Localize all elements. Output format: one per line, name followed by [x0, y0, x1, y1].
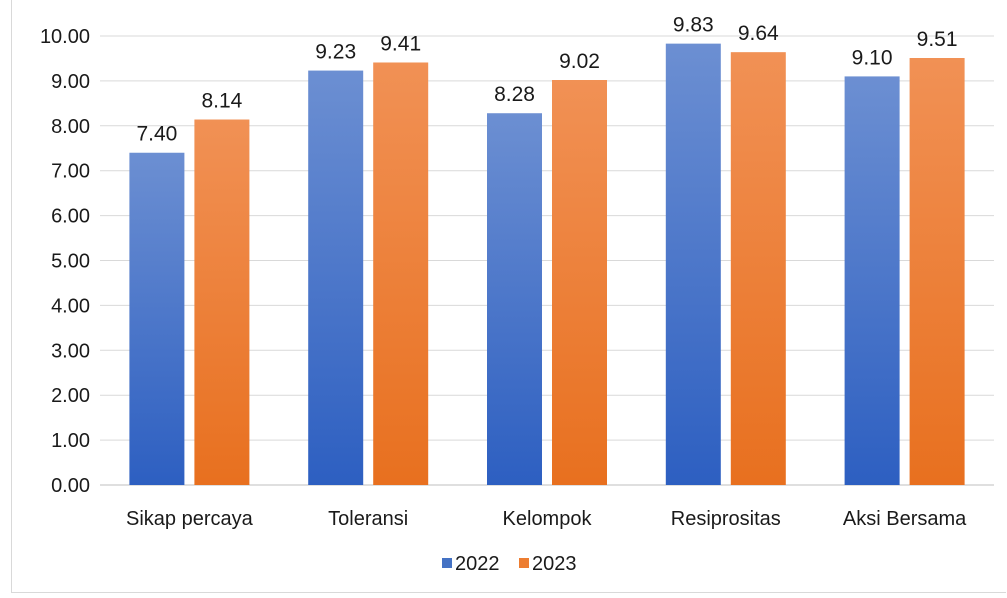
data-label: 7.40	[136, 123, 177, 146]
y-axis: 0.00 1.00 2.00 3.00 4.00 5.00 6.00 7.00 8.00 9.00…	[40, 26, 90, 497]
data-label: 9.41	[380, 32, 421, 55]
legend-swatch-2022	[442, 558, 452, 568]
data-label: 9.10	[852, 46, 893, 69]
y-tick-label: 3.00	[51, 340, 90, 362]
bar-2023-1	[373, 62, 429, 486]
data-label: 9.51	[917, 28, 958, 51]
x-tick-label: Sikap percaya	[126, 508, 254, 530]
bar-2022-3	[665, 43, 721, 486]
y-tick-label: 8.00	[51, 116, 90, 138]
y-tick-label: 1.00	[51, 430, 90, 452]
x-tick-label: Toleransi	[328, 508, 408, 530]
y-tick-label: 6.00	[51, 206, 90, 228]
x-tick-label: Resiprositas	[671, 508, 781, 530]
bar-2022-0	[129, 152, 185, 486]
bar-2022-4	[844, 76, 900, 485]
y-tick-label: 7.00	[51, 161, 90, 183]
data-label: 9.64	[738, 22, 779, 45]
legend-label: 2023	[532, 553, 577, 575]
bar-2023-4	[909, 58, 965, 485]
chart-container: 0.00 1.00 2.00 3.00 4.00 5.00 6.00 7.00 8.00 9.00…	[11, 0, 1006, 593]
data-label: 9.83	[673, 14, 714, 37]
y-tick-label: 5.00	[51, 251, 90, 273]
data-label: 8.14	[201, 90, 242, 113]
y-tick-label: 0.00	[51, 475, 90, 497]
y-tick-label: 10.00	[40, 26, 90, 48]
bar-chart: 0.00 1.00 2.00 3.00 4.00 5.00 6.00 7.00 8.00 9.00…	[40, 14, 994, 575]
y-tick-label: 4.00	[51, 295, 90, 317]
data-label: 9.23	[315, 41, 356, 64]
legend-swatch-2023	[519, 558, 529, 568]
bar-2023-2	[552, 80, 607, 485]
legend-label: 2022	[455, 553, 500, 575]
y-tick-label: 9.00	[51, 71, 90, 93]
x-tick-label: Kelompok	[503, 508, 593, 530]
x-tick-label: Aksi Bersama	[843, 508, 967, 530]
data-labels: 7.40 8.14 9.23 9.41 8.28 9.02 9.83 9.64 9.10 9.51	[136, 14, 957, 146]
legend: 2022 2023	[442, 553, 577, 575]
bar-2023-3	[730, 52, 786, 485]
bar-2022-1	[308, 70, 364, 485]
data-label: 9.02	[559, 50, 600, 73]
bar-2023-0	[194, 119, 250, 485]
bar-2022-2	[487, 113, 542, 485]
y-tick-label: 2.00	[51, 385, 90, 407]
data-label: 8.28	[494, 83, 535, 106]
x-axis: Sikap percaya Toleransi Kelompok Resiprosit…	[126, 508, 967, 530]
bars	[129, 43, 965, 486]
